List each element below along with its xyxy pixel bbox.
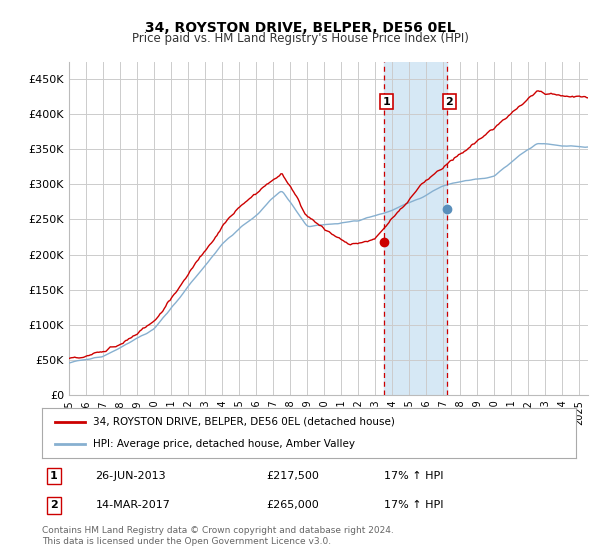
Text: 34, ROYSTON DRIVE, BELPER, DE56 0EL (detached house): 34, ROYSTON DRIVE, BELPER, DE56 0EL (det… [93,417,395,427]
Text: 17% ↑ HPI: 17% ↑ HPI [384,501,443,511]
Text: 26-JUN-2013: 26-JUN-2013 [95,471,166,481]
Text: 17% ↑ HPI: 17% ↑ HPI [384,471,443,481]
Text: £217,500: £217,500 [266,471,319,481]
Text: Price paid vs. HM Land Registry's House Price Index (HPI): Price paid vs. HM Land Registry's House … [131,32,469,45]
Text: Contains HM Land Registry data © Crown copyright and database right 2024.
This d: Contains HM Land Registry data © Crown c… [42,526,394,546]
Text: £265,000: £265,000 [266,501,319,511]
Text: 2: 2 [445,96,453,106]
Text: 2: 2 [50,501,58,511]
Text: 34, ROYSTON DRIVE, BELPER, DE56 0EL: 34, ROYSTON DRIVE, BELPER, DE56 0EL [145,21,455,35]
Text: 14-MAR-2017: 14-MAR-2017 [95,501,170,511]
Text: 1: 1 [382,96,390,106]
Bar [383,62,447,395]
Text: HPI: Average price, detached house, Amber Valley: HPI: Average price, detached house, Ambe… [93,439,355,449]
Text: 1: 1 [50,471,58,481]
